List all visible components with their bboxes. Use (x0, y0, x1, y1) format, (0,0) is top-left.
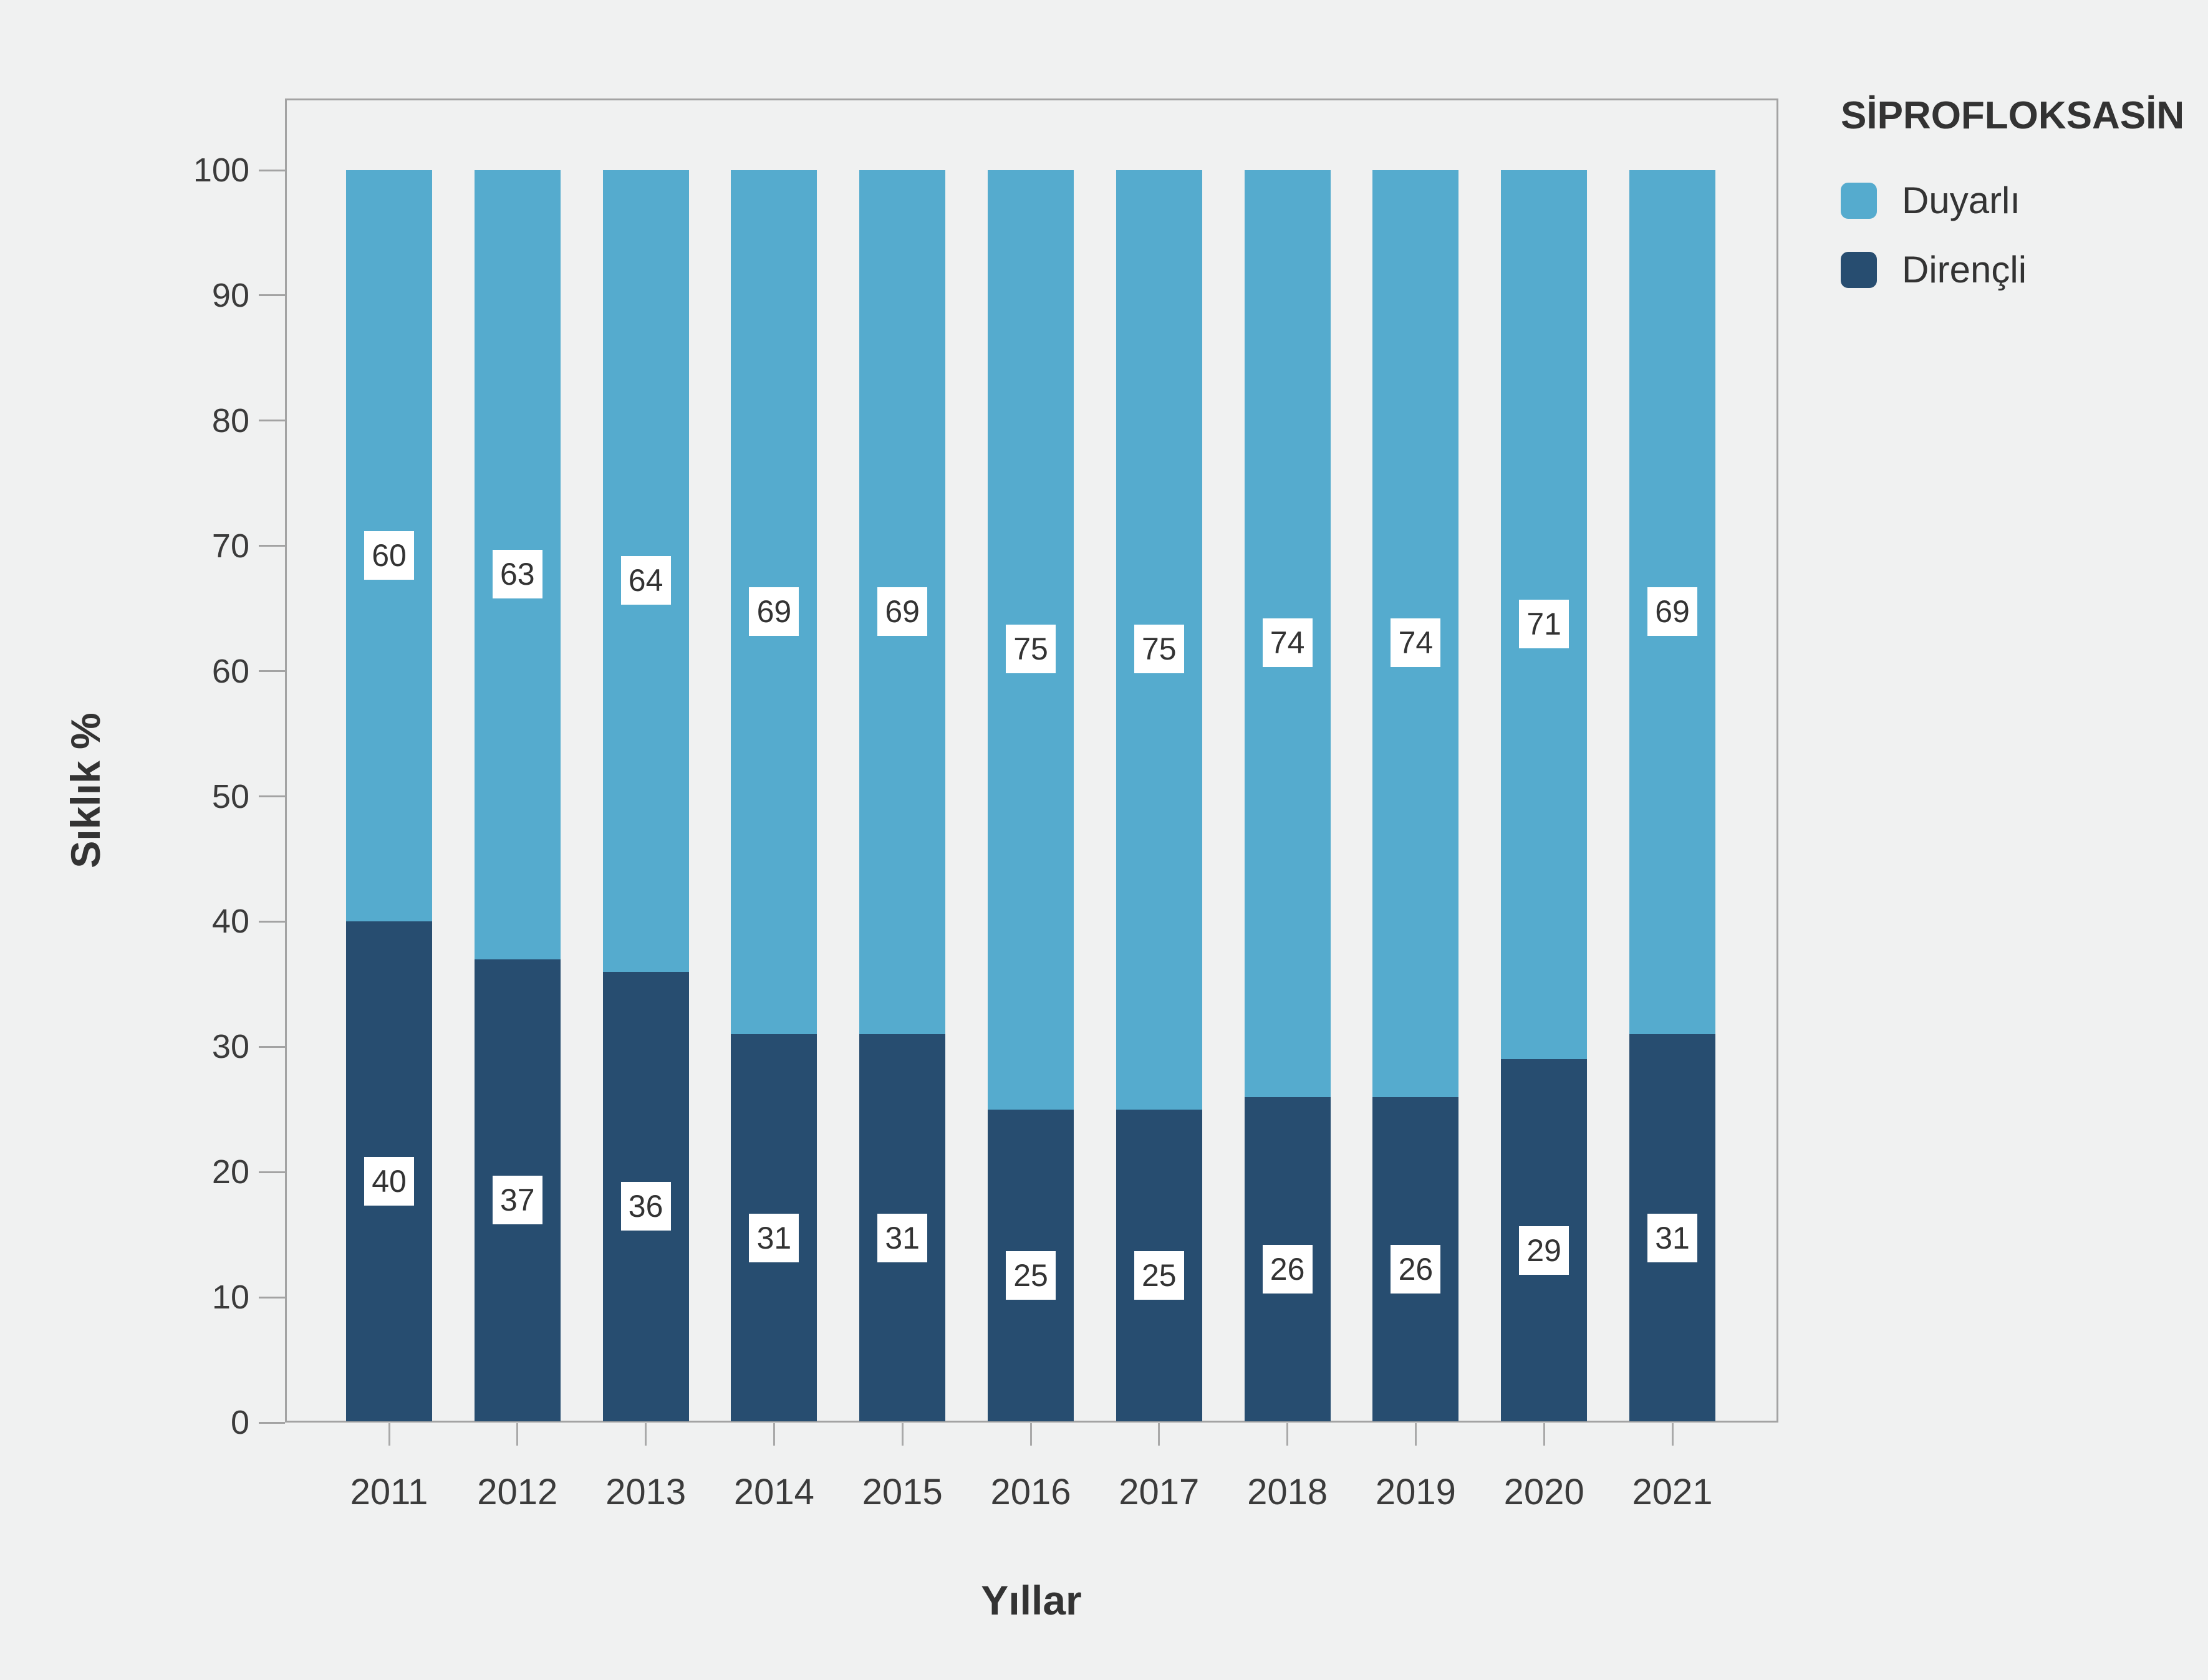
bar-value-direncli-2015: 31 (877, 1213, 928, 1262)
legend-item-dirençli: Dirençli (1841, 248, 2190, 291)
legend: SİPROFLOKSASİN Duyarlı Dirençli (1841, 94, 2190, 317)
y-tick-label: 10 (211, 1279, 249, 1317)
bar-value-direncli-2021: 31 (1647, 1213, 1697, 1262)
y-tick-label: 40 (211, 903, 249, 941)
y-tick-mark (259, 294, 285, 297)
x-tick-mark (388, 1423, 390, 1446)
bar-value-direncli-2016: 25 (1006, 1250, 1056, 1300)
bar-value-direncli-2019: 26 (1391, 1244, 1441, 1294)
bar-value-direncli-2013: 36 (620, 1182, 671, 1231)
bar-value-duyarli-2018: 74 (1262, 618, 1313, 668)
bar-value-direncli-2020: 29 (1519, 1226, 1569, 1275)
y-tick-mark (259, 1421, 285, 1424)
y-tick-label: 50 (211, 777, 249, 815)
x-tick-mark (901, 1423, 904, 1446)
bar-value-direncli-2011: 40 (364, 1157, 414, 1206)
bar-value-duyarli-2016: 75 (1006, 625, 1056, 674)
bar-value-direncli-2012: 37 (492, 1176, 542, 1225)
y-tick-mark (259, 920, 285, 923)
y-tick-mark (259, 545, 285, 547)
y-tick-mark (259, 795, 285, 797)
bar-value-duyarli-2014: 69 (749, 587, 799, 636)
legend-swatch-icon (1841, 251, 1877, 288)
plot-area (285, 98, 1778, 1423)
bar-value-duyarli-2013: 64 (620, 555, 671, 605)
bar-value-duyarli-2017: 75 (1134, 625, 1184, 674)
legend-item-label: Duyarlı (1902, 180, 2021, 221)
y-tick-mark (259, 420, 285, 422)
y-tick-label: 70 (211, 527, 249, 565)
bar-value-direncli-2018: 26 (1262, 1244, 1313, 1294)
x-tick-label: 2013 (605, 1472, 687, 1512)
x-tick-label: 2011 (350, 1472, 428, 1512)
y-tick-label: 60 (211, 652, 249, 690)
x-tick-label: 2015 (862, 1472, 943, 1512)
y-tick-mark (259, 1296, 285, 1298)
x-tick-label: 2020 (1503, 1472, 1584, 1512)
y-tick-label: 30 (211, 1028, 249, 1066)
x-tick-mark (1543, 1423, 1545, 1446)
x-tick-mark (773, 1423, 775, 1446)
x-tick-mark (1029, 1423, 1032, 1446)
y-tick-label: 0 (230, 1404, 249, 1441)
x-tick-label: 2016 (990, 1472, 1071, 1512)
x-tick-mark (645, 1423, 647, 1446)
y-tick-mark (259, 169, 285, 171)
x-tick-label: 2018 (1247, 1472, 1328, 1512)
x-tick-mark (516, 1423, 519, 1446)
bar-value-duyarli-2019: 74 (1391, 618, 1441, 668)
x-tick-mark (1671, 1423, 1674, 1446)
x-tick-mark (1158, 1423, 1160, 1446)
bar-value-duyarli-2015: 69 (877, 587, 928, 636)
y-tick-mark (259, 1045, 285, 1048)
y-tick-mark (259, 670, 285, 673)
bar-value-duyarli-2011: 60 (364, 530, 414, 580)
bar-value-direncli-2017: 25 (1134, 1250, 1184, 1300)
legend-swatch-icon (1841, 182, 1877, 219)
y-tick-label: 100 (193, 151, 249, 189)
legend-item-duyarlı: Duyarlı (1841, 179, 2190, 222)
bar-value-duyarli-2020: 71 (1519, 600, 1569, 649)
y-tick-label: 20 (211, 1153, 249, 1191)
x-tick-mark (1286, 1423, 1289, 1446)
bar-value-direncli-2014: 31 (749, 1213, 799, 1262)
y-tick-mark (259, 1171, 285, 1173)
x-tick-label: 2012 (477, 1472, 558, 1512)
y-tick-label: 90 (211, 276, 249, 314)
x-tick-label: 2021 (1632, 1472, 1713, 1512)
x-tick-label: 2017 (1119, 1472, 1200, 1512)
bar-value-duyarli-2021: 69 (1647, 587, 1697, 636)
legend-title: SİPROFLOKSASİN (1841, 94, 2185, 137)
bar-value-duyarli-2012: 63 (492, 549, 542, 598)
x-axis-title: Yıllar (981, 1577, 1082, 1623)
y-axis-title: Sıklık % (62, 713, 108, 868)
legend-items: Duyarlı Dirençli (1841, 179, 2190, 291)
y-tick-label: 80 (211, 401, 249, 439)
legend-item-label: Dirençli (1902, 249, 2027, 290)
x-tick-label: 2019 (1375, 1472, 1456, 1512)
x-tick-label: 2014 (733, 1472, 814, 1512)
x-tick-mark (1414, 1423, 1417, 1446)
